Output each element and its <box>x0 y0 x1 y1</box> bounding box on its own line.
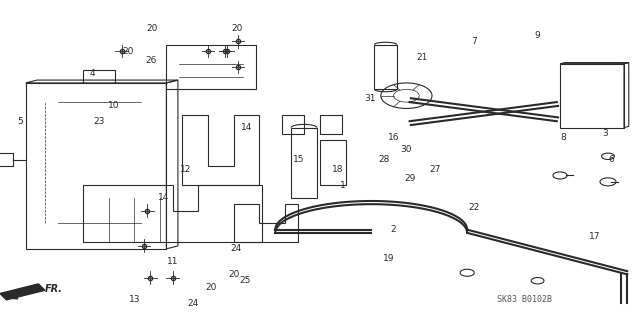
Text: 14: 14 <box>241 123 252 132</box>
Bar <box>320 115 342 134</box>
Text: 27: 27 <box>429 165 441 174</box>
Text: 20: 20 <box>228 270 239 279</box>
Text: 18: 18 <box>332 165 343 174</box>
Text: 23: 23 <box>93 117 105 126</box>
Text: 1: 1 <box>340 181 345 189</box>
Text: 6: 6 <box>609 155 614 164</box>
Text: 13: 13 <box>129 295 140 304</box>
Text: 8: 8 <box>561 133 566 142</box>
Text: 10: 10 <box>108 101 120 110</box>
Text: 20: 20 <box>122 47 134 56</box>
Text: 4: 4 <box>90 69 95 78</box>
Text: 16: 16 <box>388 133 399 142</box>
Text: 20: 20 <box>147 24 158 33</box>
Text: 24: 24 <box>188 299 199 308</box>
Text: 9: 9 <box>535 31 540 40</box>
Polygon shape <box>0 284 45 300</box>
Text: 26: 26 <box>145 56 157 65</box>
Text: 5: 5 <box>18 117 23 126</box>
Text: 29: 29 <box>404 174 415 183</box>
Text: 14: 14 <box>158 193 170 202</box>
Bar <box>320 140 346 185</box>
Text: 3: 3 <box>602 130 607 138</box>
Text: 20: 20 <box>205 283 217 292</box>
Text: 28: 28 <box>378 155 390 164</box>
Text: 25: 25 <box>239 276 251 285</box>
Text: FR.: FR. <box>45 284 63 294</box>
Bar <box>291 128 317 198</box>
Text: 21: 21 <box>417 53 428 62</box>
Text: SK83 B0102B: SK83 B0102B <box>497 295 552 304</box>
Text: 19: 19 <box>383 254 395 263</box>
Text: 12: 12 <box>180 165 191 174</box>
Text: 2: 2 <box>391 225 396 234</box>
Text: 24: 24 <box>230 244 241 253</box>
Text: 15: 15 <box>293 155 305 164</box>
Text: 30: 30 <box>400 145 412 154</box>
Text: 20: 20 <box>231 24 243 33</box>
Text: 11: 11 <box>167 257 179 266</box>
Text: 31: 31 <box>364 94 376 103</box>
Bar <box>282 115 304 134</box>
Bar <box>374 45 397 89</box>
Text: 22: 22 <box>468 203 479 212</box>
Text: 17: 17 <box>589 232 601 241</box>
Text: 7: 7 <box>471 37 476 46</box>
